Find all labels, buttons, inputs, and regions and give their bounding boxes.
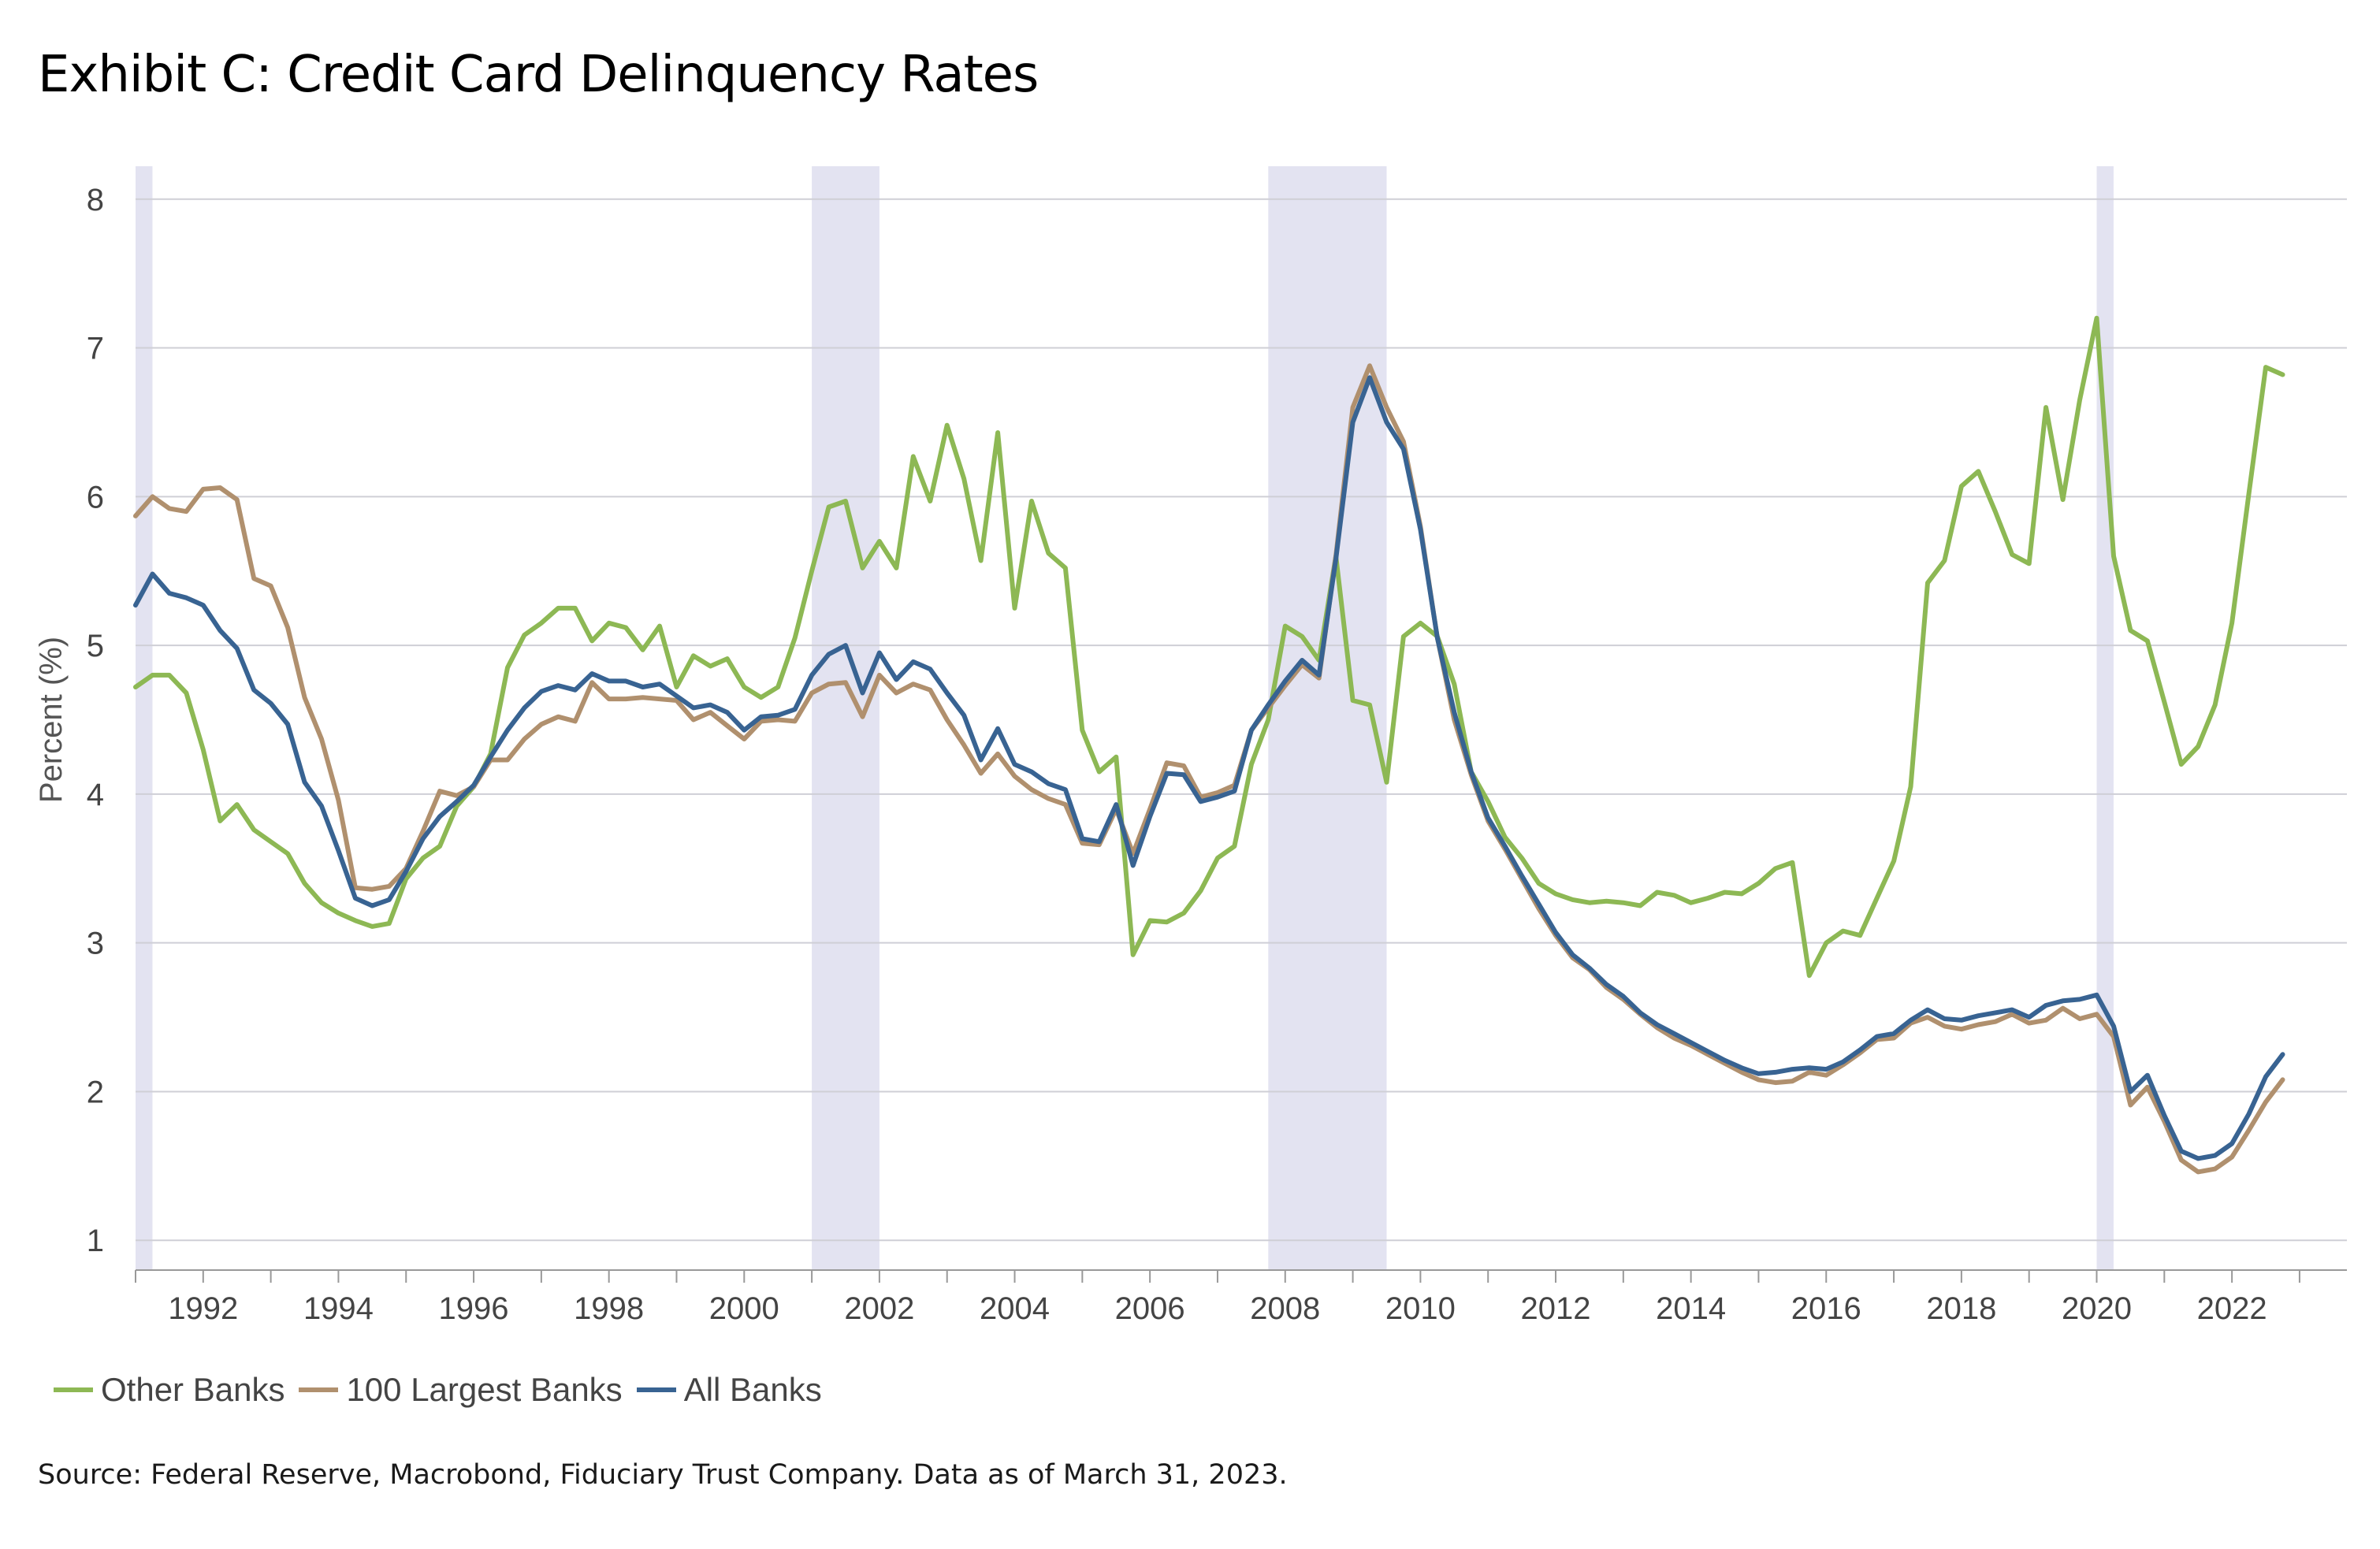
recession-band-0 xyxy=(136,166,153,1270)
y-tick-label: 3 xyxy=(87,927,104,961)
chart-plot: 1 2 3 4 5 6 7 8 1992 1994 1996 1998 2000 2002 2004 2006… xyxy=(34,166,2347,1326)
legend-swatch xyxy=(54,1387,93,1392)
legend-item-100-largest-banks: 100 Largest Banks xyxy=(299,1371,623,1409)
series-line-100-largest-banks xyxy=(133,363,2285,1175)
chart-title: Exhibit C: Credit Card Delinquency Rates xyxy=(38,46,1039,104)
axes: 1 2 3 4 5 6 7 8 1992 1994 1996 1998 2000 2002 2004 2006… xyxy=(87,183,2347,1326)
legend-swatch xyxy=(636,1387,676,1392)
legend-label: Other Banks xyxy=(101,1371,285,1408)
y-tick-label: 6 xyxy=(87,480,104,514)
x-tick-label: 1994 xyxy=(303,1291,374,1326)
legend-swatch xyxy=(299,1387,339,1392)
y-axis-label: Percent (%) xyxy=(34,637,69,803)
recession-bands xyxy=(136,166,2114,1270)
x-tick-label: 1992 xyxy=(168,1291,238,1326)
x-tick-label: 2022 xyxy=(2197,1291,2267,1326)
x-tick-label: 2002 xyxy=(844,1291,914,1326)
x-tick-label: 2004 xyxy=(980,1291,1050,1326)
x-tick-label: 2016 xyxy=(1791,1291,1861,1326)
y-tick-label: 5 xyxy=(87,629,104,663)
recession-band-1 xyxy=(812,166,879,1270)
y-tick-label: 4 xyxy=(87,778,104,812)
source-note: Source: Federal Reserve, Macrobond, Fidu… xyxy=(38,1459,1288,1491)
series-line-all-banks xyxy=(133,375,2285,1161)
y-tick-label: 7 xyxy=(87,332,104,366)
gridlines xyxy=(136,198,2347,1242)
x-tick-label: 1998 xyxy=(574,1291,644,1326)
legend-item-other-banks: Other Banks xyxy=(54,1371,284,1409)
x-tick-label: 2018 xyxy=(1926,1291,1996,1326)
y-tick-label: 2 xyxy=(87,1075,104,1109)
x-tick-label: 2010 xyxy=(1385,1291,1456,1326)
x-tick-label: 2012 xyxy=(1521,1291,1591,1326)
series-line-other-banks xyxy=(133,315,2285,979)
x-tick-label: 2000 xyxy=(709,1291,779,1326)
legend-label: All Banks xyxy=(683,1371,822,1408)
x-tick-label: 2008 xyxy=(1250,1291,1320,1326)
legend-label: 100 Largest Banks xyxy=(346,1371,623,1408)
y-tick-label: 1 xyxy=(87,1224,104,1258)
x-tick-label: 1996 xyxy=(439,1291,509,1326)
x-tick-label: 2006 xyxy=(1115,1291,1185,1326)
recession-band-2 xyxy=(1268,166,1387,1270)
legend-item-all-banks: All Banks xyxy=(636,1371,822,1409)
y-tick-label: 8 xyxy=(87,183,104,217)
legend: Other Banks 100 Largest Banks All Banks xyxy=(54,1371,836,1409)
series-lines xyxy=(133,315,2285,1175)
recession-band-3 xyxy=(2096,166,2114,1270)
x-tick-label: 2014 xyxy=(1656,1291,1726,1326)
x-tick-label: 2020 xyxy=(2062,1291,2132,1326)
